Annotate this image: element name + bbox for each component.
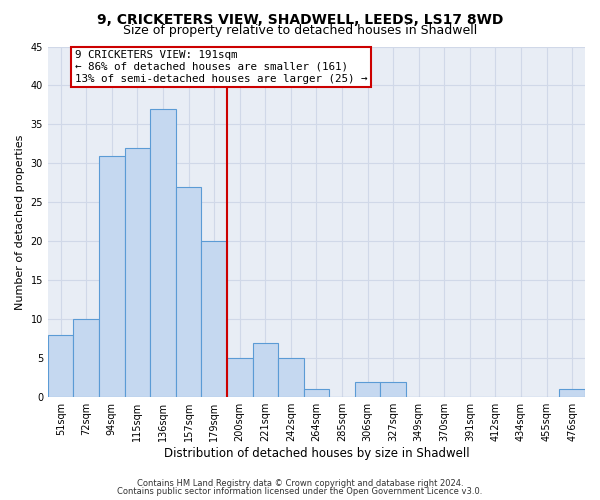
Bar: [278, 358, 304, 397]
Bar: [227, 358, 253, 397]
Text: Size of property relative to detached houses in Shadwell: Size of property relative to detached ho…: [123, 24, 477, 37]
Text: Contains HM Land Registry data © Crown copyright and database right 2024.: Contains HM Land Registry data © Crown c…: [137, 478, 463, 488]
Bar: [176, 187, 202, 397]
Bar: [304, 390, 329, 397]
Text: 9, CRICKETERS VIEW, SHADWELL, LEEDS, LS17 8WD: 9, CRICKETERS VIEW, SHADWELL, LEEDS, LS1…: [97, 12, 503, 26]
Bar: [380, 382, 406, 397]
Y-axis label: Number of detached properties: Number of detached properties: [15, 134, 25, 310]
Bar: [559, 390, 585, 397]
Bar: [202, 242, 227, 397]
X-axis label: Distribution of detached houses by size in Shadwell: Distribution of detached houses by size …: [164, 447, 469, 460]
Bar: [125, 148, 150, 397]
Bar: [99, 156, 125, 397]
Bar: [355, 382, 380, 397]
Text: Contains public sector information licensed under the Open Government Licence v3: Contains public sector information licen…: [118, 487, 482, 496]
Bar: [150, 109, 176, 397]
Bar: [73, 320, 99, 397]
Bar: [253, 342, 278, 397]
Bar: [48, 335, 73, 397]
Text: 9 CRICKETERS VIEW: 191sqm
← 86% of detached houses are smaller (161)
13% of semi: 9 CRICKETERS VIEW: 191sqm ← 86% of detac…: [75, 50, 367, 84]
